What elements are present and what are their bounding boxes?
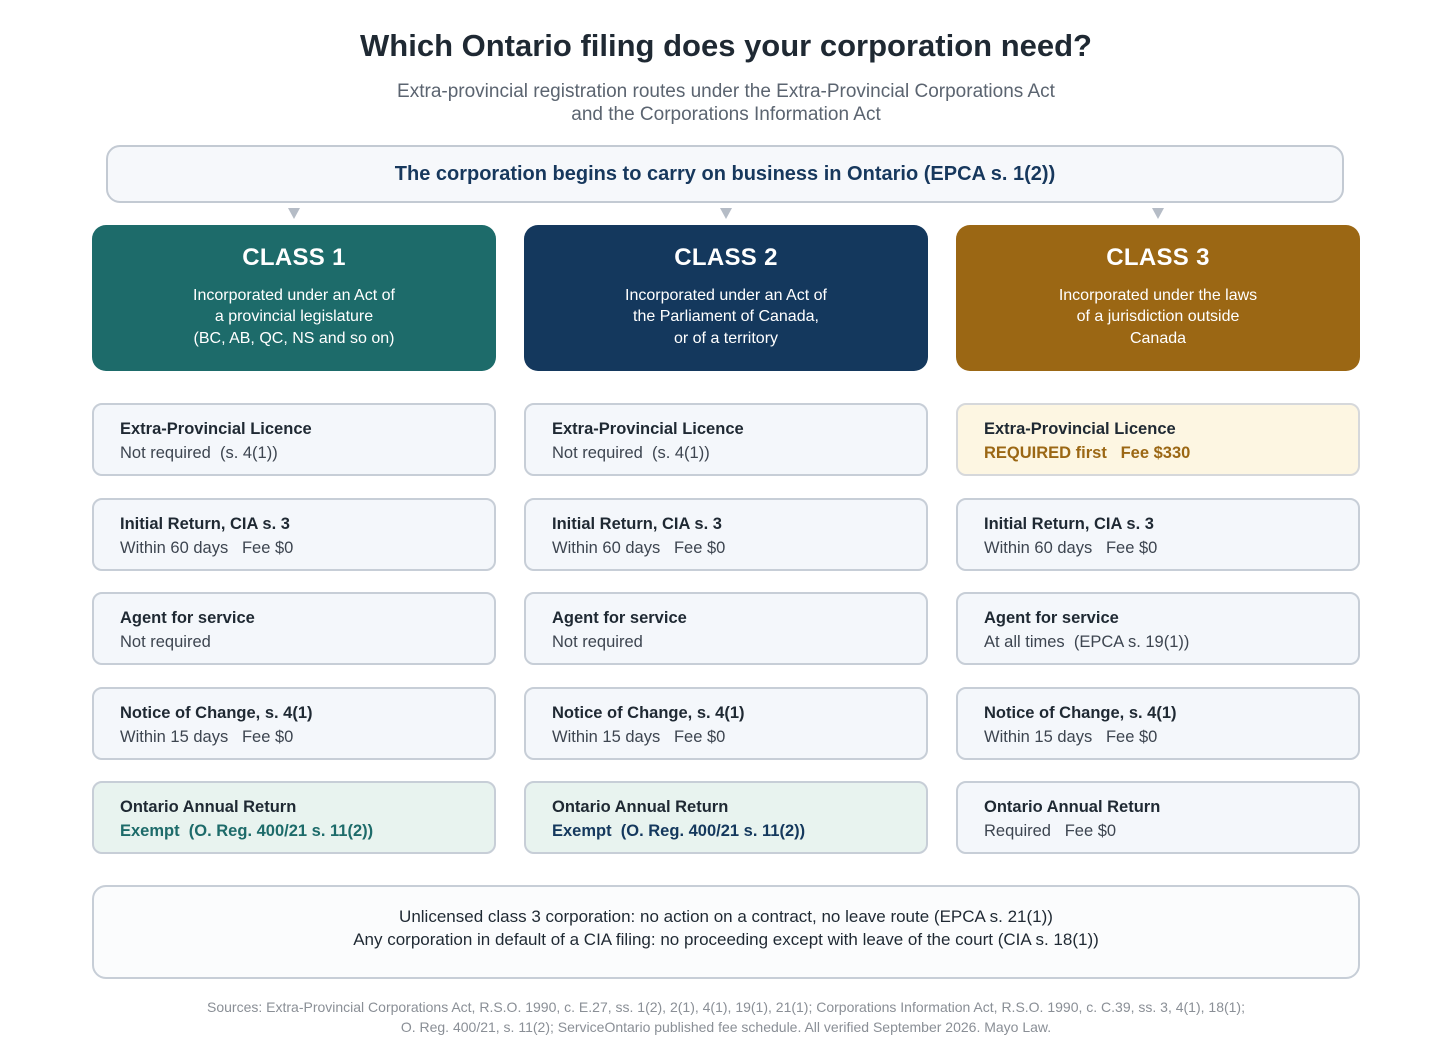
row-value: Required Fee $0 bbox=[984, 822, 1117, 840]
row-value: REQUIRED first Fee $330 bbox=[984, 444, 1191, 462]
row-value: Not required bbox=[552, 633, 643, 651]
row-label: Ontario Annual Return bbox=[120, 798, 297, 816]
row-value: Exempt (O. Reg. 400/21 s. 11(2)) bbox=[552, 822, 806, 840]
class-2-initial-return-row: Initial Return, CIA s. 3 Within 60 days … bbox=[524, 498, 928, 571]
row-value: Not required (s. 4(1)) bbox=[120, 444, 278, 462]
row-value: Not required (s. 4(1)) bbox=[552, 444, 710, 462]
class-1-initial-return-row: Initial Return, CIA s. 3 Within 60 days … bbox=[92, 498, 496, 571]
row-value: Not required bbox=[120, 633, 211, 651]
class-desc-line: Incorporated under an Act of bbox=[193, 287, 395, 304]
class-2-agent-row: Agent for service Not required bbox=[524, 592, 928, 665]
class-3-agent-row: Agent for service At all times (EPCA s. … bbox=[956, 592, 1360, 665]
class-desc-line: the Parliament of Canada, bbox=[633, 308, 819, 325]
class-title: CLASS 2 bbox=[674, 244, 778, 271]
arrow-down-icon bbox=[1152, 208, 1164, 219]
class-3-annual-return-row: Ontario Annual Return Required Fee $0 bbox=[956, 781, 1360, 854]
row-label: Ontario Annual Return bbox=[552, 798, 729, 816]
trigger-box: The corporation begins to carry on busin… bbox=[106, 145, 1344, 203]
row-label: Notice of Change, s. 4(1) bbox=[552, 704, 745, 722]
row-label: Ontario Annual Return bbox=[984, 798, 1161, 816]
class-2-licence-row: Extra-Provincial Licence Not required (s… bbox=[524, 403, 928, 476]
class-desc-line: a provincial legislature bbox=[214, 308, 374, 325]
row-label: Agent for service bbox=[552, 609, 687, 627]
row-label: Initial Return, CIA s. 3 bbox=[120, 515, 290, 533]
class-2-annual-return-row: Ontario Annual Return Exempt (O. Reg. 40… bbox=[524, 781, 928, 854]
row-label: Extra-Provincial Licence bbox=[552, 420, 744, 438]
page-title: Which Ontario filing does your corporati… bbox=[360, 28, 1092, 63]
subtitle-line-2: and the Corporations Information Act bbox=[571, 104, 881, 125]
class-1-notice-row: Notice of Change, s. 4(1) Within 15 days… bbox=[92, 687, 496, 760]
class-desc-line: or of a territory bbox=[673, 330, 779, 347]
row-label: Initial Return, CIA s. 3 bbox=[984, 515, 1154, 533]
sources-line-1: Sources: Extra-Provincial Corporations A… bbox=[207, 999, 1245, 1015]
class-3-notice-row: Notice of Change, s. 4(1) Within 15 days… bbox=[956, 687, 1360, 760]
class-3-card: CLASS 3 Incorporated under the laws of a… bbox=[956, 225, 1360, 371]
class-desc-line: Canada bbox=[1129, 330, 1187, 347]
row-value: Within 60 days Fee $0 bbox=[984, 539, 1158, 557]
class-desc-line: of a jurisdiction outside bbox=[1076, 308, 1240, 325]
class-title: CLASS 1 bbox=[242, 244, 346, 271]
sources-line-2: O. Reg. 400/21, s. 11(2); ServiceOntario… bbox=[400, 1019, 1052, 1035]
class-desc-line: Incorporated under the laws bbox=[1058, 287, 1258, 304]
row-label: Extra-Provincial Licence bbox=[984, 420, 1176, 438]
class-1-agent-row: Agent for service Not required bbox=[92, 592, 496, 665]
trigger-text: The corporation begins to carry on busin… bbox=[394, 162, 1056, 185]
row-label: Notice of Change, s. 4(1) bbox=[120, 704, 313, 722]
row-label: Agent for service bbox=[984, 609, 1119, 627]
row-value: Exempt (O. Reg. 400/21 s. 11(2)) bbox=[120, 822, 374, 840]
row-label: Initial Return, CIA s. 3 bbox=[552, 515, 722, 533]
row-value: Within 15 days Fee $0 bbox=[120, 728, 294, 746]
consequence-line: Any corporation in default of a CIA fili… bbox=[353, 930, 1099, 949]
row-value: At all times (EPCA s. 19(1)) bbox=[984, 633, 1190, 651]
row-value: Within 60 days Fee $0 bbox=[120, 539, 294, 557]
row-value: Within 60 days Fee $0 bbox=[552, 539, 726, 557]
class-3-initial-return-row: Initial Return, CIA s. 3 Within 60 days … bbox=[956, 498, 1360, 571]
class-1-licence-row: Extra-Provincial Licence Not required (s… bbox=[92, 403, 496, 476]
class-3-licence-row: Extra-Provincial Licence REQUIRED first … bbox=[956, 403, 1360, 476]
consequences-box: Unlicensed class 3 corporation: no actio… bbox=[92, 885, 1360, 979]
class-1-annual-return-row: Ontario Annual Return Exempt (O. Reg. 40… bbox=[92, 781, 496, 854]
row-value: Within 15 days Fee $0 bbox=[984, 728, 1158, 746]
class-title: CLASS 3 bbox=[1106, 244, 1210, 271]
row-value: Within 15 days Fee $0 bbox=[552, 728, 726, 746]
consequence-line: Unlicensed class 3 corporation: no actio… bbox=[399, 907, 1053, 926]
class-2-card: CLASS 2 Incorporated under an Act of the… bbox=[524, 225, 928, 371]
class-1-card: CLASS 1 Incorporated under an Act of a p… bbox=[92, 225, 496, 371]
arrow-down-icon bbox=[720, 208, 732, 219]
subtitle-line-1: Extra-provincial registration routes und… bbox=[397, 81, 1055, 102]
row-label: Extra-Provincial Licence bbox=[120, 420, 312, 438]
row-label: Agent for service bbox=[120, 609, 255, 627]
arrow-down-icon bbox=[288, 208, 300, 219]
row-label: Notice of Change, s. 4(1) bbox=[984, 704, 1177, 722]
class-2-notice-row: Notice of Change, s. 4(1) Within 15 days… bbox=[524, 687, 928, 760]
class-desc-line: (BC, AB, QC, NS and so on) bbox=[193, 330, 395, 347]
class-desc-line: Incorporated under an Act of bbox=[625, 287, 827, 304]
